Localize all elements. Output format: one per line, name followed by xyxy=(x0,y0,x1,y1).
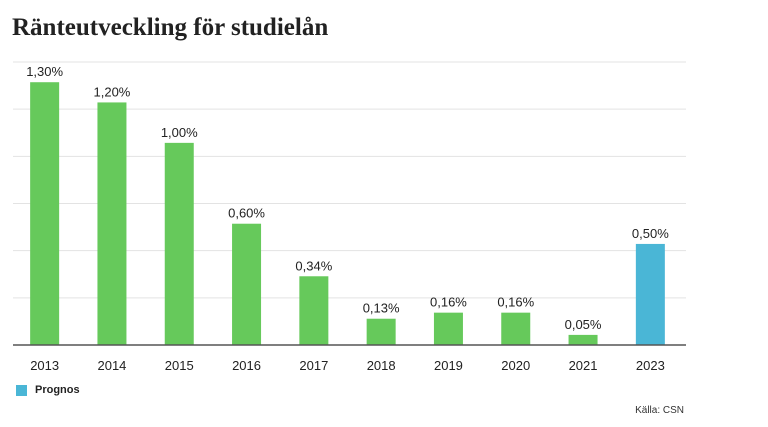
x-tick-label-2019: 2019 xyxy=(434,358,463,373)
legend-swatch-prognos xyxy=(16,384,27,396)
value-label-2021: 0,05% xyxy=(565,317,602,332)
bar-2014 xyxy=(97,102,127,345)
bar-2013 xyxy=(30,82,60,345)
x-tick-label-2017: 2017 xyxy=(299,358,328,373)
value-label-2018: 0,13% xyxy=(363,301,400,316)
chart-title: Ränteutveckling för studielån xyxy=(12,14,329,41)
legend: Prognos xyxy=(16,384,80,396)
value-label-2016: 0,60% xyxy=(228,206,265,221)
x-tick-label-2020: 2020 xyxy=(501,358,530,373)
bar-2019 xyxy=(433,312,463,345)
bar-2020 xyxy=(501,312,531,345)
x-tick-label-2013: 2013 xyxy=(30,358,59,373)
bar-2015 xyxy=(164,142,194,345)
bar-2018 xyxy=(366,318,396,345)
bar-2017 xyxy=(299,276,329,345)
source-note: Källa: CSN xyxy=(635,405,684,416)
legend-label-prognos: Prognos xyxy=(35,384,80,396)
bar-2023 xyxy=(635,243,665,345)
x-tick-label-2014: 2014 xyxy=(97,358,126,373)
x-tick-label-2018: 2018 xyxy=(367,358,396,373)
value-label-2013: 1,30% xyxy=(26,64,63,79)
x-tick-label-2023: 2023 xyxy=(636,358,665,373)
value-label-2019: 0,16% xyxy=(430,295,467,310)
value-label-2020: 0,16% xyxy=(497,295,534,310)
bar-2021 xyxy=(568,334,598,345)
x-tick-label-2015: 2015 xyxy=(165,358,194,373)
value-label-2014: 1,20% xyxy=(94,84,131,99)
value-label-2015: 1,00% xyxy=(161,125,198,140)
bar-2016 xyxy=(232,223,262,345)
x-tick-label-2016: 2016 xyxy=(232,358,261,373)
x-tick-label-2021: 2021 xyxy=(569,358,598,373)
value-label-2017: 0,34% xyxy=(295,258,332,273)
value-label-2023: 0,50% xyxy=(632,226,669,241)
